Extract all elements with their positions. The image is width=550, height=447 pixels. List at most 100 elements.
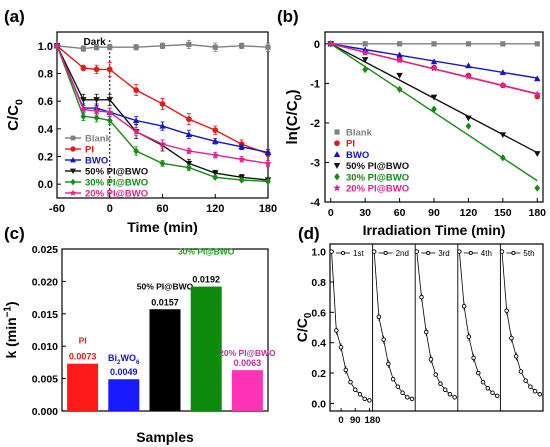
data-point (523, 378, 528, 383)
data-point (327, 39, 335, 48)
data-point (490, 390, 495, 396)
data-point (430, 58, 438, 65)
data-point (513, 354, 519, 359)
data-point (494, 393, 500, 399)
bar-category-label: 20% PI@BWO (219, 348, 276, 358)
bar-value-label: 0.0192 (192, 275, 220, 285)
data-point (405, 395, 410, 400)
data-point (329, 249, 334, 254)
x-tick-label: 0 (107, 203, 113, 215)
legend-marker (334, 129, 340, 135)
data-point (499, 249, 505, 254)
data-point (465, 115, 472, 122)
data-point (509, 335, 514, 341)
cycle-legend-marker (340, 250, 346, 256)
data-point (465, 122, 472, 130)
x-axis-label: Time (min) (127, 219, 198, 235)
data-point (532, 389, 538, 394)
data-point (528, 384, 533, 389)
data-point (442, 387, 448, 392)
data-point (409, 396, 415, 402)
data-point (362, 396, 367, 402)
data-point (430, 64, 438, 72)
data-point (419, 294, 424, 300)
cycle-legend-marker (426, 250, 431, 256)
data-point (395, 56, 404, 64)
y-tick-label: 0.4 (311, 338, 326, 350)
data-point (423, 329, 429, 335)
y-tick-label: 0.0 (311, 398, 326, 410)
x-axis-label: Samples (136, 429, 194, 445)
cycle-legend-label: 2nd (396, 249, 409, 258)
data-point (534, 151, 541, 158)
data-point (518, 369, 524, 374)
data-point (431, 41, 437, 47)
series-line-4 (56, 45, 269, 183)
x-tick-label: 90 (350, 415, 361, 426)
data-point (362, 41, 368, 47)
data-point (396, 41, 403, 47)
x-tick-label: 0 (328, 207, 334, 219)
data-point (212, 127, 219, 134)
data-point (431, 105, 437, 113)
data-point (237, 155, 246, 163)
bar-category-label: Bi2WO6​ (108, 353, 140, 366)
data-point (93, 44, 100, 50)
data-point (428, 357, 434, 362)
x-tick-label: 30 (359, 207, 371, 219)
panel-label-a: (a) (4, 7, 25, 26)
legend-entry: BWO (346, 150, 369, 161)
data-point (361, 57, 369, 63)
data-point (185, 131, 193, 137)
cycle-line-1 (373, 251, 413, 400)
data-point (212, 138, 219, 144)
legend-marker (70, 168, 76, 174)
bar-category-label: 50% PI@BWO (137, 281, 194, 291)
cycle-legend-marker (511, 250, 516, 256)
y-tick-label: 0.0 (38, 179, 53, 191)
data-point (264, 159, 272, 167)
cycle-legend-label: 4th (481, 249, 492, 258)
legend-entry: 50% PI@BWO (85, 167, 148, 178)
bar-value-label: 0.0073 (69, 352, 97, 362)
cycle-legend-label: 5th (523, 249, 534, 258)
y-axis-label: k (min−1​) (2, 301, 19, 358)
data-point (133, 44, 139, 50)
data-point (158, 140, 167, 148)
data-point (265, 177, 271, 186)
x-tick-label: 120 (206, 203, 224, 215)
y-tick-label: 0.4 (38, 124, 54, 136)
x-tick-label: 180 (365, 415, 381, 426)
data-point (390, 376, 396, 382)
data-point (395, 384, 401, 389)
data-point (238, 143, 245, 150)
y-tick-label: -4 (310, 197, 321, 209)
bar-4 (231, 370, 263, 411)
y-tick-label: 0.015 (32, 309, 58, 321)
data-point (80, 112, 87, 121)
legend-entry: Blank (346, 128, 373, 139)
x-tick-label: 60 (394, 207, 406, 219)
data-point (185, 147, 193, 155)
data-point (461, 303, 467, 309)
legend-marker (334, 173, 340, 181)
data-point (80, 46, 86, 52)
legend-marker (334, 140, 340, 147)
data-point (400, 390, 405, 396)
y-tick-label: -1 (310, 78, 320, 90)
legend-entry: 30% PI@BWO (346, 172, 409, 183)
y-axis-label: C/C0​ (294, 312, 314, 342)
cycle-legend-marker (383, 250, 388, 256)
data-point (504, 308, 509, 314)
legend-entry: 50% PI@BWO (346, 161, 409, 172)
data-point (465, 62, 472, 69)
data-point (212, 44, 218, 50)
y-tick-label: 0.000 (32, 406, 58, 418)
data-point (534, 41, 540, 47)
data-point (480, 379, 486, 385)
x-tick-label: 180 (528, 207, 546, 219)
x-axis-label: Irradiation Time (min) (363, 222, 506, 238)
y-tick-label: 0.025 (32, 244, 58, 256)
legend-entry: Blank (85, 134, 112, 145)
y-tick-label: 0.2 (38, 152, 53, 164)
